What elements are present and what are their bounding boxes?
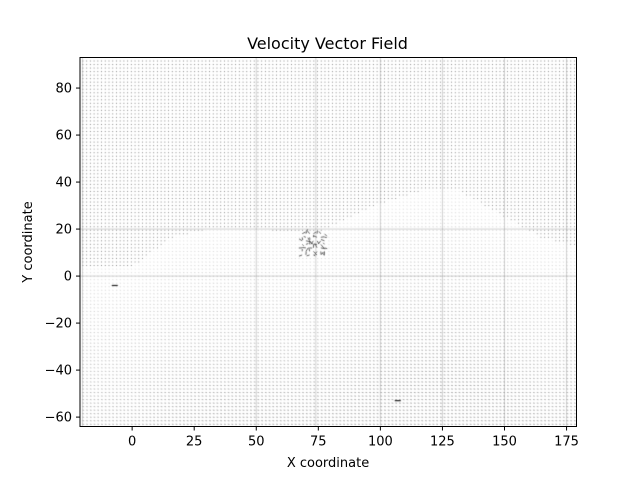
x-tick-label: 100 bbox=[368, 435, 393, 450]
y-axis: −60 −40 −20 0 20 40 60 80 bbox=[45, 82, 80, 426]
y-tick-label: 60 bbox=[55, 129, 72, 144]
plot-frame bbox=[79, 57, 577, 427]
x-tick-label: 0 bbox=[128, 435, 136, 450]
y-tick-label: −20 bbox=[45, 317, 72, 332]
chart-title: Velocity Vector Field bbox=[247, 34, 408, 53]
y-tick-label: 80 bbox=[55, 82, 72, 97]
x-tick-label: 125 bbox=[430, 435, 455, 450]
x-tick-label: 150 bbox=[492, 435, 517, 450]
x-tick-label: 50 bbox=[248, 435, 265, 450]
x-axis-label: X coordinate bbox=[287, 456, 369, 471]
y-tick-label: 40 bbox=[55, 176, 72, 191]
y-tick-label: −60 bbox=[45, 411, 72, 426]
y-tick-label: 0 bbox=[64, 270, 72, 285]
y-axis-label: Y coordinate bbox=[21, 201, 36, 283]
x-tick-label: 25 bbox=[186, 435, 203, 450]
y-tick-label: −40 bbox=[45, 364, 72, 379]
y-tick-label: 20 bbox=[55, 223, 72, 238]
x-tick-label: 175 bbox=[554, 435, 579, 450]
x-tick-label: 75 bbox=[310, 435, 327, 450]
x-axis: 0 25 50 75 100 125 150 175 bbox=[128, 426, 579, 450]
